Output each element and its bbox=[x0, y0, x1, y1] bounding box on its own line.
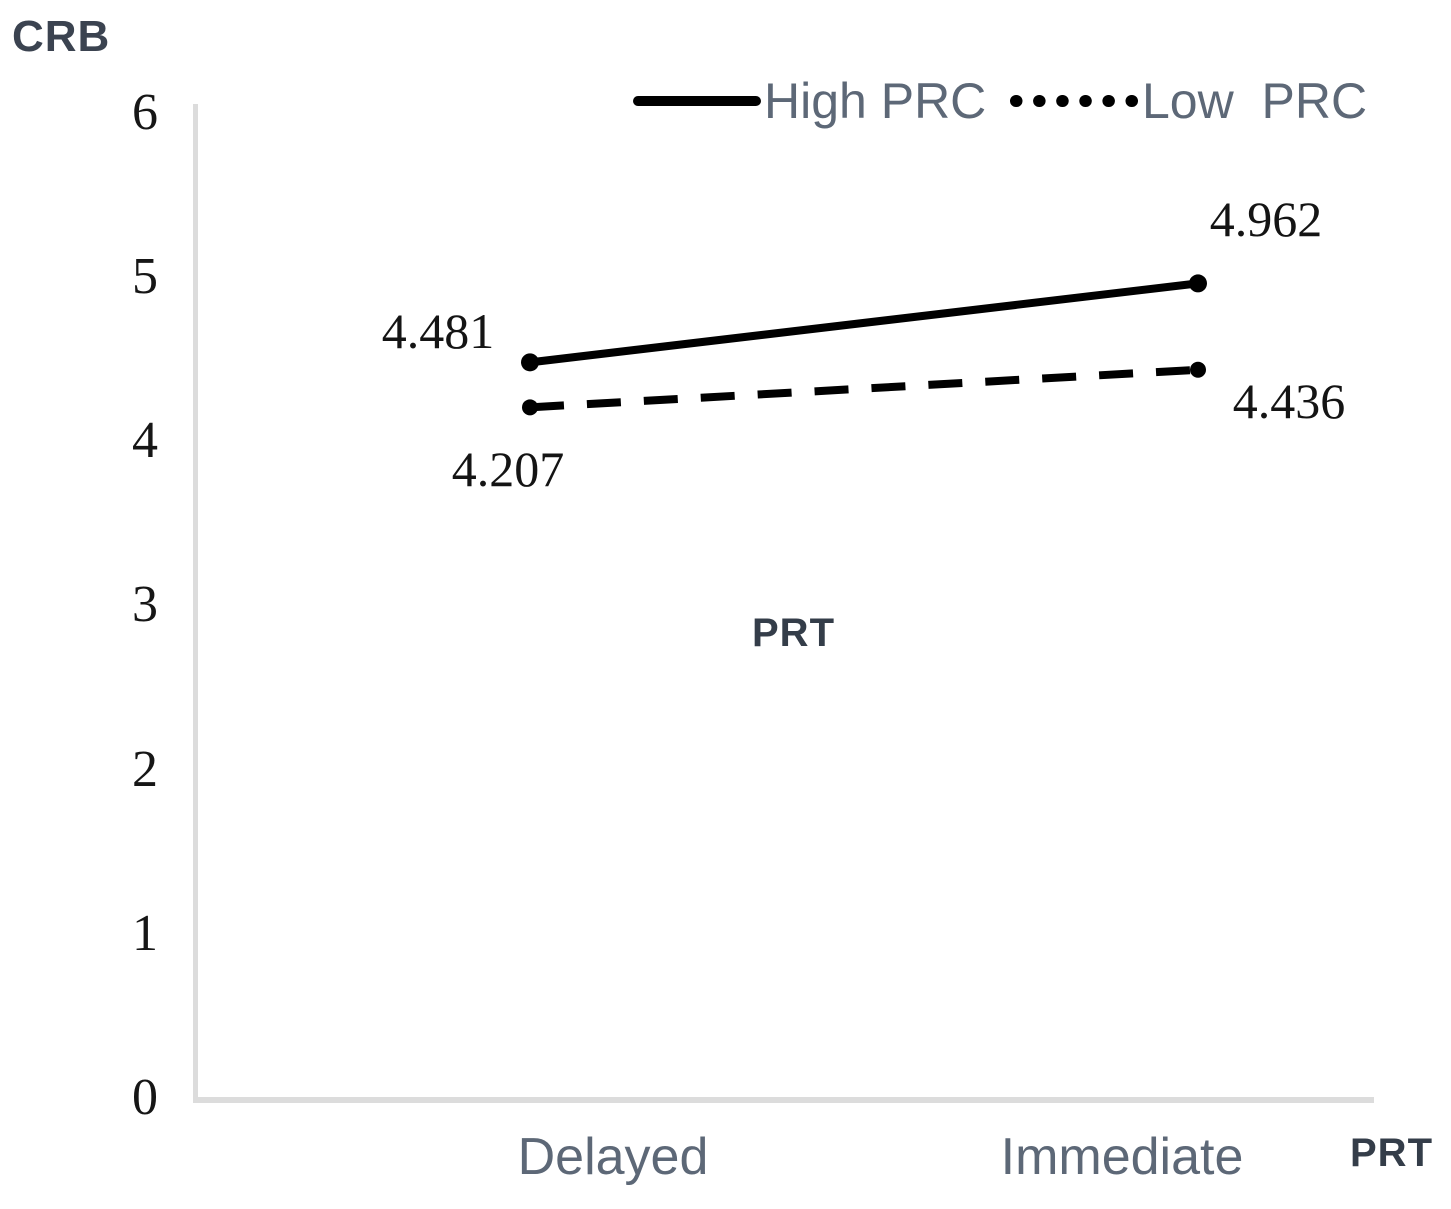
y-tick-label: 0 bbox=[132, 1069, 158, 1126]
legend-solid-line-swatch bbox=[633, 96, 761, 106]
y-tick-label: 1 bbox=[132, 904, 158, 962]
x-category-immediate: Immediate bbox=[1000, 1128, 1244, 1186]
data-label: 4.481 bbox=[381, 303, 495, 359]
x-axis-line bbox=[193, 1097, 1374, 1103]
data-label: 4.962 bbox=[1209, 191, 1323, 247]
legend-label-high-prc: High PRC bbox=[764, 73, 987, 129]
data-point-marker bbox=[1189, 274, 1207, 293]
data-label: 4.436 bbox=[1232, 373, 1346, 429]
y-tick-label: 5 bbox=[132, 248, 158, 306]
data-point-marker bbox=[522, 399, 538, 416]
series-line-low-prc bbox=[529, 365, 1199, 412]
y-axis-title: CRB bbox=[12, 12, 111, 61]
y-tick-label: 4 bbox=[132, 412, 158, 470]
legend-label-low-prc: Low PRC bbox=[1142, 73, 1368, 129]
x-category-delayed: Delayed bbox=[517, 1128, 709, 1186]
y-tick-label: 3 bbox=[132, 576, 158, 634]
y-axis-line bbox=[193, 104, 198, 1100]
x-axis-title-prt: PRT bbox=[1350, 1131, 1433, 1175]
data-point-marker bbox=[1190, 361, 1206, 378]
data-point-marker bbox=[521, 353, 539, 372]
y-tick-label: 2 bbox=[132, 740, 158, 798]
legend-dotted-line-swatch bbox=[1010, 95, 1138, 107]
series-line-high-prc bbox=[529, 279, 1199, 367]
data-label: 4.207 bbox=[451, 441, 565, 497]
plot-annotation-prt: PRT bbox=[752, 611, 835, 655]
y-tick-label: 6 bbox=[132, 83, 158, 141]
